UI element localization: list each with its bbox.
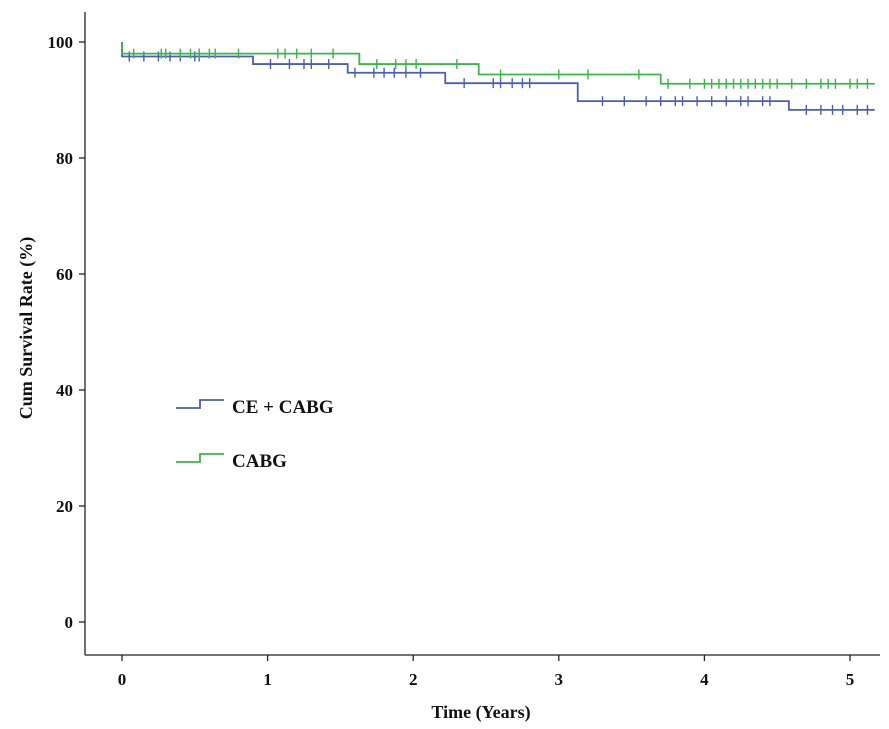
x-tick-label: 0 (118, 670, 127, 689)
series-cabg (121, 42, 875, 89)
legend-swatch-ce-cabg (176, 399, 224, 409)
x-tick-label: 1 (263, 670, 272, 689)
axes (84, 12, 880, 656)
x-tick-label: 5 (846, 670, 855, 689)
y-tick-label: 0 (65, 613, 74, 632)
series-ce-cabg (121, 42, 875, 115)
series-layer (121, 42, 875, 115)
y-tick-label: 100 (48, 33, 74, 52)
ticks: 0 20 40 60 80 100 0 1 2 3 4 5 (48, 33, 855, 689)
legend-item-ce-cabg: CE + CABG (176, 397, 334, 418)
y-tick-label: 80 (56, 149, 73, 168)
y-tick-label: 20 (56, 497, 73, 516)
x-tick-label: 2 (409, 670, 418, 689)
survival-line-ce-cabg (121, 42, 875, 111)
x-tick-label: 3 (555, 670, 564, 689)
legend-swatch-cabg (176, 453, 224, 463)
survival-line-cabg (121, 42, 875, 85)
y-tick-label: 40 (56, 381, 73, 400)
legend-label-cabg: CABG (232, 451, 287, 472)
x-axis-title: Time (Years) (431, 702, 530, 723)
legend: CE + CABG CABG (176, 397, 334, 472)
legend-item-cabg: CABG (176, 451, 287, 472)
y-axis-title: Cum Survival Rate (%) (16, 237, 37, 420)
x-tick-label: 4 (700, 670, 709, 689)
y-tick-label: 60 (56, 265, 73, 284)
legend-label-ce-cabg: CE + CABG (232, 397, 334, 418)
